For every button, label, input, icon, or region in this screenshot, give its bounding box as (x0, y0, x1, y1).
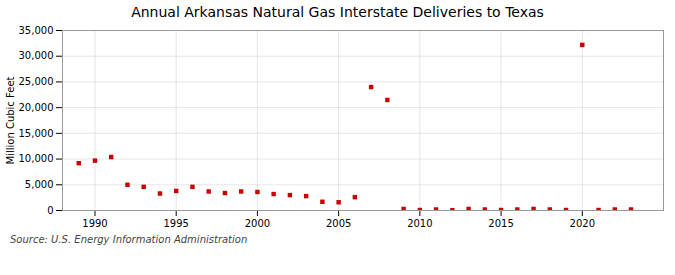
svg-text:2000: 2000 (245, 218, 270, 229)
svg-text:5,000: 5,000 (25, 179, 54, 190)
svg-text:2005: 2005 (326, 218, 351, 229)
svg-text:1990: 1990 (82, 218, 107, 229)
svg-text:1995: 1995 (163, 218, 188, 229)
svg-text:2020: 2020 (570, 218, 595, 229)
html-text:Annual Arkansas Natural Gas In: Annual Arkansas Natural Gas Interstate D… (131, 4, 544, 20)
svg-text:35,000: 35,000 (19, 25, 54, 36)
svg-text:10,000: 10,000 (19, 153, 54, 164)
svg-text:2015: 2015 (488, 218, 513, 229)
svg-text:25,000: 25,000 (19, 76, 54, 87)
svg-text:30,000: 30,000 (19, 50, 54, 61)
svg-text:15,000: 15,000 (19, 128, 54, 139)
svg-text:20,000: 20,000 (19, 102, 54, 113)
svg-text:Million Cubic Feet: Million Cubic Feet (5, 76, 16, 164)
html-text:Source: U.S. Energy Informatio: Source: U.S. Energy Information Administ… (10, 234, 248, 245)
svg-text:0: 0 (47, 205, 53, 216)
svg-text:2010: 2010 (407, 218, 432, 229)
